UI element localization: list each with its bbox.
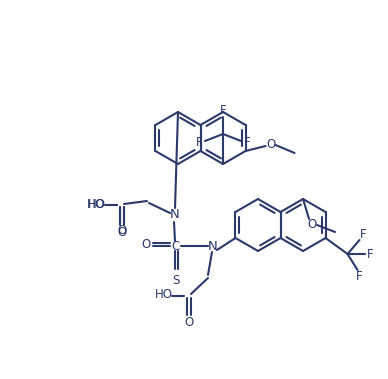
Text: N: N: [170, 208, 180, 221]
Text: O: O: [184, 315, 194, 329]
Text: F: F: [220, 105, 226, 117]
Text: N: N: [208, 240, 218, 252]
Text: HO: HO: [88, 197, 106, 210]
Text: O: O: [141, 238, 151, 251]
Text: F: F: [360, 227, 367, 241]
Text: F: F: [367, 247, 374, 260]
Text: HO: HO: [155, 288, 173, 302]
Text: F: F: [196, 136, 203, 149]
Text: F: F: [356, 269, 363, 282]
Text: O: O: [266, 138, 275, 150]
Text: H: H: [87, 199, 95, 211]
Text: O: O: [94, 199, 104, 211]
Text: O: O: [118, 224, 126, 238]
Text: C: C: [171, 240, 179, 252]
Text: S: S: [172, 274, 180, 287]
Text: O: O: [118, 227, 126, 240]
Text: O: O: [307, 219, 317, 232]
Text: F: F: [244, 136, 250, 149]
